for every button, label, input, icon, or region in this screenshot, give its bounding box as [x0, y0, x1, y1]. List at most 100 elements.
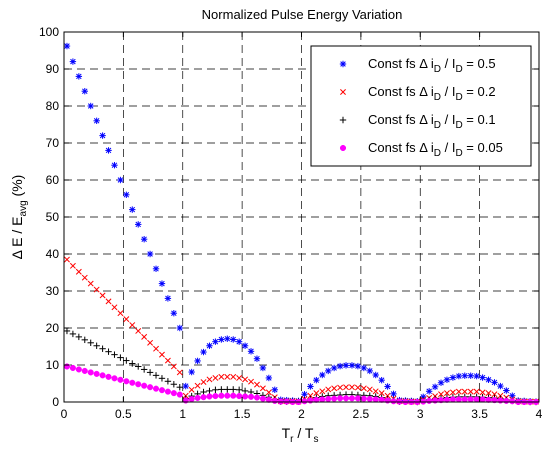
data-point [443, 396, 451, 403]
data-point [342, 395, 350, 402]
data-point [182, 382, 189, 390]
data-point [354, 362, 362, 370]
data-point [224, 373, 231, 380]
data-point [218, 373, 225, 380]
legend-label-0-pre: Const fs Δ i [368, 56, 434, 71]
data-point [337, 384, 344, 391]
data-point [485, 376, 492, 383]
data-point [176, 384, 183, 391]
data-point [265, 389, 272, 396]
data-point [425, 388, 433, 395]
data-point [235, 386, 243, 393]
data-point [271, 397, 278, 404]
data-point [230, 336, 237, 343]
data-point [147, 339, 154, 346]
data-point [461, 396, 468, 403]
data-point [461, 372, 468, 379]
data-point [473, 388, 480, 395]
data-point [230, 386, 237, 393]
data-point [200, 348, 207, 356]
data-point [129, 322, 136, 328]
data-point [384, 383, 391, 390]
data-point [188, 395, 195, 403]
legend-label-3-mid: / I [441, 140, 455, 155]
data-point [485, 390, 492, 397]
data-point [467, 396, 474, 403]
y-tick-label: 90 [46, 62, 60, 76]
data-point [123, 191, 130, 198]
data-point [176, 324, 183, 332]
data-point [241, 387, 249, 395]
data-point [342, 362, 350, 369]
data-point [319, 388, 326, 395]
data-point [194, 357, 201, 365]
data-point [194, 394, 201, 401]
x-tick-label: 2 [298, 407, 305, 421]
data-point [188, 386, 195, 393]
data-point [479, 374, 486, 381]
legend-label-1-sub: D [434, 92, 441, 103]
data-point [170, 381, 178, 388]
data-point [461, 388, 468, 395]
data-point [354, 384, 361, 391]
data-point [455, 396, 462, 403]
data-point [129, 379, 136, 386]
data-point [164, 388, 171, 395]
data-point [253, 355, 261, 362]
x-tick-label: 0 [61, 407, 68, 421]
data-point [247, 393, 255, 400]
data-point [372, 388, 379, 395]
y-tick-label: 60 [46, 173, 60, 187]
data-point [265, 396, 272, 403]
data-point [360, 364, 368, 372]
x-tick-label: 3 [417, 407, 424, 421]
y-axis-label: Δ E / Eavg (%) [9, 175, 29, 260]
data-point [135, 221, 142, 228]
data-point [63, 327, 71, 335]
data-point [443, 376, 451, 383]
legend-marker-1 [340, 89, 346, 95]
legend-label-0-sub2: D [455, 64, 462, 75]
data-point [242, 376, 249, 383]
data-point [188, 368, 195, 376]
data-point [319, 371, 326, 379]
data-point [337, 395, 344, 402]
data-point [360, 385, 367, 392]
x-tick-label: 4 [536, 407, 543, 421]
data-point [307, 383, 314, 390]
data-point [146, 369, 154, 376]
legend-label-1-mid: / I [441, 84, 455, 99]
data-point [473, 372, 480, 380]
data-point [224, 386, 231, 393]
legend-label-2: Const fs Δ iD / ID = 0.1 [368, 112, 496, 131]
data-point [75, 73, 83, 80]
data-point [390, 398, 397, 405]
data-point [313, 390, 320, 397]
data-point [259, 385, 266, 392]
data-point [93, 370, 100, 377]
data-point [218, 386, 225, 393]
data-point [158, 375, 166, 382]
legend-label-2-post: = 0.1 [463, 112, 496, 127]
data-point [485, 396, 492, 403]
data-point [235, 338, 243, 345]
x-tick-label: 2.5 [353, 407, 370, 421]
legend-label-1: Const fs Δ iD / ID = 0.2 [368, 84, 496, 103]
data-point [206, 387, 213, 395]
data-point [140, 236, 148, 243]
data-point [503, 387, 510, 394]
data-point [123, 357, 130, 364]
x-axis-label-mid: / T [293, 425, 313, 441]
data-point [123, 316, 130, 323]
data-point [164, 378, 172, 385]
data-point [81, 88, 88, 95]
data-point [253, 394, 261, 401]
data-point [158, 280, 166, 287]
data-point [212, 374, 219, 381]
data-point [176, 369, 183, 376]
legend-label-2-sub: D [434, 120, 441, 131]
data-point [348, 362, 356, 369]
data-point [111, 304, 118, 311]
legend-markers [339, 60, 347, 152]
